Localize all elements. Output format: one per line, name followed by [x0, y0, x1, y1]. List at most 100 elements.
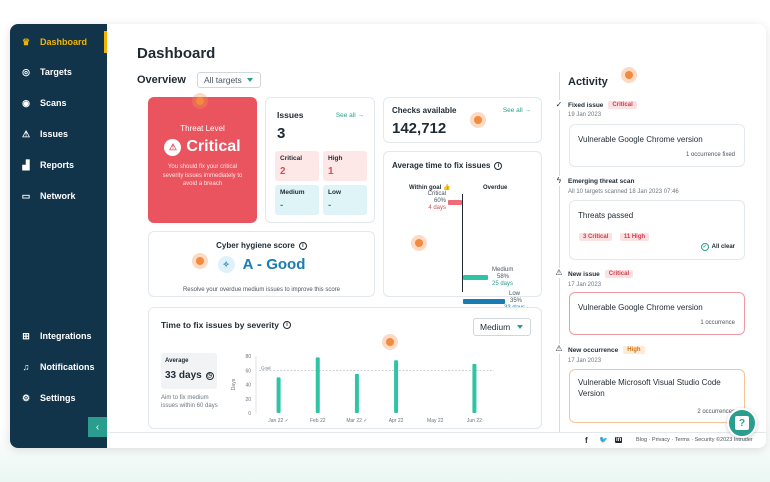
- medium-row-label: Medium: [492, 267, 514, 273]
- activity-event-title: New issue Critical: [568, 270, 634, 278]
- low-label: Low: [328, 189, 341, 196]
- hotspot-indicator[interactable]: [192, 93, 208, 109]
- avg-fix-title-text: Average time to fix issues: [392, 161, 491, 170]
- avg-fix-title: Average time to fix issues i: [392, 161, 503, 170]
- checks-count: 142,712: [392, 120, 447, 137]
- cyber-hygiene-title: Cyber hygiene score i: [149, 241, 374, 250]
- activity-event-card[interactable]: Vulnerable Google Chrome version 1 occur…: [569, 292, 745, 335]
- info-icon[interactable]: i: [494, 161, 503, 170]
- warning-icon: ⚠: [553, 268, 565, 278]
- activity-event-date: All 10 targets scanned 18 Jan 2023 07:46: [568, 189, 679, 195]
- x-tick-label: Mar 22 ✓: [346, 418, 367, 424]
- sidebar-item-notifications[interactable]: ♫ Notifications: [10, 356, 107, 378]
- activity-event-card[interactable]: Threats passed 3 Critical 11 High ✓ All …: [569, 200, 745, 260]
- low-row-label: Low: [509, 291, 521, 297]
- help-chat-button[interactable]: ?: [727, 408, 757, 438]
- sidebar-item-label: Dashboard: [40, 37, 88, 47]
- overview-label: Overview: [137, 74, 186, 86]
- critical-bar: [448, 200, 462, 205]
- y-tick-label: 80: [245, 354, 251, 360]
- activity-title: Activity: [568, 76, 608, 88]
- main-content: Dashboard Overview All targets Threat Le…: [107, 24, 766, 448]
- hotspot-indicator[interactable]: [470, 112, 486, 128]
- low-issues-tile[interactable]: Low -: [323, 185, 367, 215]
- sidebar-item-scans[interactable]: ◉ Scans: [10, 92, 107, 114]
- x-tick-label: Feb 22: [310, 418, 326, 424]
- footer-links[interactable]: Blog · Privacy · Terms · Security ©2023 …: [636, 437, 753, 443]
- gear-icon: ⚙: [21, 392, 31, 403]
- critical-row-label: Critical: [427, 191, 446, 197]
- issues-title: Issues: [277, 110, 304, 120]
- sidebar-item-settings[interactable]: ⚙ Settings: [10, 387, 107, 409]
- hotspot-indicator[interactable]: [411, 235, 427, 251]
- activity-card-footer: 1 occurrence: [700, 320, 735, 326]
- all-clear-text: All clear: [711, 244, 735, 250]
- check-icon: ✓: [553, 100, 565, 110]
- cyber-hygiene-note: Resolve your overdue medium issues to im…: [182, 287, 341, 293]
- info-icon[interactable]: i: [298, 241, 307, 250]
- sidebar-item-label: Reports: [40, 160, 75, 170]
- sidebar-item-dashboard[interactable]: ♛ Dashboard: [10, 31, 107, 53]
- hotspot-indicator[interactable]: [621, 67, 637, 83]
- average-value-text: 33 days: [165, 370, 202, 381]
- overdue-label: Overdue: [483, 185, 508, 191]
- sidebar-item-integrations[interactable]: ⊞ Integrations: [10, 325, 107, 347]
- target-filter-select[interactable]: All targets: [197, 72, 261, 88]
- severity-select-value: Medium: [480, 322, 511, 332]
- time-to-fix-by-severity-card: Time to fix issues by severity i Medium …: [148, 307, 542, 429]
- monitor-icon: ▭: [21, 190, 31, 201]
- medium-issues-tile[interactable]: Medium -: [275, 185, 319, 215]
- within-goal-label: Within goal 👍: [409, 185, 451, 191]
- bolt-icon: ϟ: [553, 176, 565, 186]
- sidebar-item-label: Settings: [40, 393, 76, 403]
- collapse-sidebar-button[interactable]: ‹: [88, 417, 107, 437]
- medium-bar: [463, 275, 488, 280]
- critical-issues-tile[interactable]: Critical 2: [275, 151, 319, 181]
- average-days-box: Average 33 days ◷: [161, 353, 217, 389]
- activity-event-date: 17 Jan 2023: [568, 282, 602, 288]
- activity-event-title: Fixed issue Critical: [568, 101, 637, 109]
- hotspot-indicator[interactable]: [382, 334, 398, 350]
- threat-level-card[interactable]: Threat Level ⚠ Critical You should fix y…: [148, 97, 257, 223]
- sidebar-item-label: Notifications: [40, 362, 95, 372]
- critical-row-days: 4 days: [428, 205, 446, 211]
- help-icon: ?: [735, 416, 749, 430]
- sidebar-item-network[interactable]: ▭ Network: [10, 185, 107, 207]
- threat-level-value: ⚠ Critical: [148, 138, 257, 156]
- threat-level-text: Critical: [186, 138, 241, 155]
- facebook-icon[interactable]: f: [585, 436, 588, 445]
- checks-see-all-link[interactable]: See all →: [502, 107, 531, 114]
- x-tick-label: May 22: [427, 418, 444, 424]
- high-label: High: [328, 155, 343, 162]
- checks-title: Checks available: [392, 106, 457, 115]
- twitter-icon[interactable]: 🐦: [599, 437, 608, 444]
- activity-event-card[interactable]: Vulnerable Microsoft Visual Studio Code …: [569, 369, 745, 423]
- critical-badge: 3 Critical: [579, 233, 613, 241]
- activity-event-card[interactable]: Vulnerable Google Chrome version 1 occur…: [569, 124, 745, 167]
- issues-card: Issues See all → 3 Critical 2 High 1 Med…: [265, 97, 375, 223]
- y-tick-label: 40: [245, 383, 251, 389]
- high-badge: 11 High: [619, 233, 650, 241]
- issues-see-all-link[interactable]: See all →: [335, 112, 364, 119]
- medium-row-days: 25 days: [492, 281, 514, 287]
- chart-icon: ▟: [22, 159, 30, 170]
- high-badge: High: [623, 346, 645, 354]
- checks-available-card: Checks available See all → 142,712: [383, 97, 542, 143]
- high-issues-tile[interactable]: High 1: [323, 151, 367, 181]
- sidebar-item-targets[interactable]: ◎ Targets: [10, 61, 107, 83]
- sidebar-item-reports[interactable]: ▟ Reports: [10, 154, 107, 176]
- critical-row-pct: 60%: [433, 198, 446, 204]
- sidebar-item-issues[interactable]: ⚠ Issues: [10, 123, 107, 145]
- severity-select[interactable]: Medium: [473, 318, 531, 336]
- info-icon[interactable]: i: [282, 321, 291, 329]
- hotspot-indicator[interactable]: [192, 253, 208, 269]
- linkedin-icon[interactable]: in: [615, 437, 623, 443]
- goal-label: Goal: [261, 365, 271, 370]
- chevron-down-icon: [247, 78, 253, 82]
- check-circle-icon: ✓: [700, 243, 709, 251]
- cyber-hygiene-card: Cyber hygiene score i ✧ A - Good Resolve…: [148, 231, 375, 297]
- chart-bar: [472, 363, 477, 413]
- activity-event-title-text: New occurrence: [568, 346, 619, 354]
- average-label: Average: [165, 358, 189, 364]
